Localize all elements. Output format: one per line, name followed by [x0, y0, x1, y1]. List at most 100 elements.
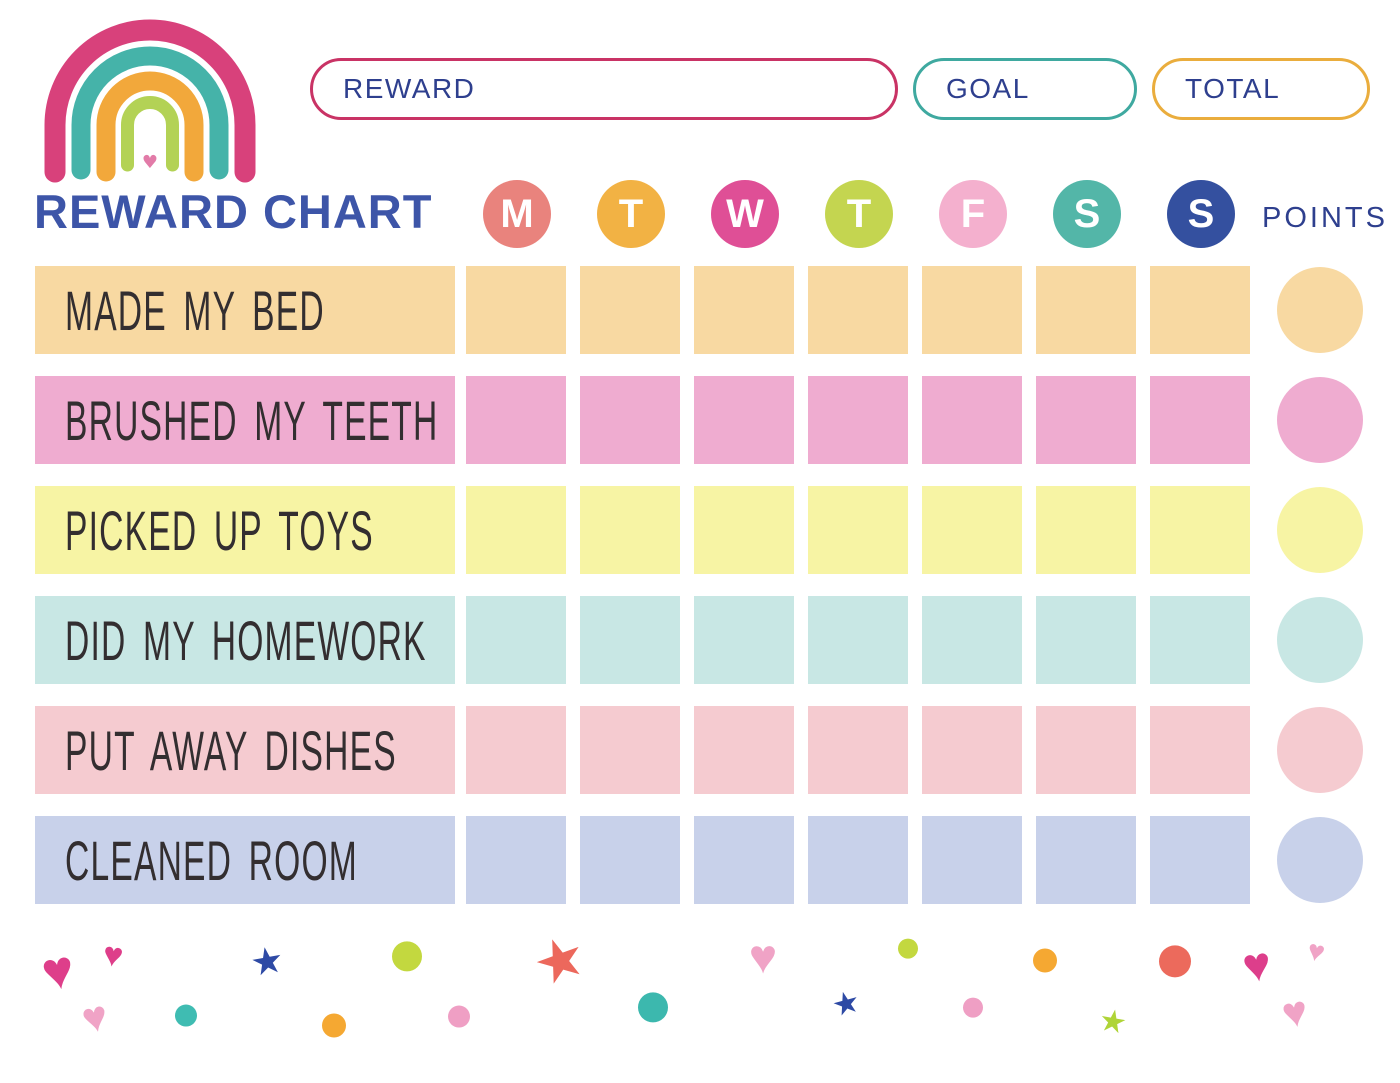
- task-row: PICKED UP TOYS: [0, 486, 1400, 574]
- points-circle[interactable]: [1277, 377, 1363, 463]
- decor-dot: [963, 997, 983, 1018]
- points-circle[interactable]: [1277, 817, 1363, 903]
- decor-dot: [1159, 945, 1191, 978]
- decor-star-icon: ★: [1096, 1001, 1130, 1042]
- decor-dot: [1033, 948, 1057, 973]
- points-circle[interactable]: [1277, 707, 1363, 793]
- day-cell[interactable]: [694, 266, 794, 354]
- points-circle[interactable]: [1277, 597, 1363, 683]
- task-label: CLEANED ROOM: [65, 828, 358, 892]
- decor-dot: [322, 1013, 346, 1038]
- task-label-band: BRUSHED MY TEETH: [35, 376, 455, 464]
- task-row: BRUSHED MY TEETH: [0, 376, 1400, 464]
- day-cell[interactable]: [694, 816, 794, 904]
- day-cell[interactable]: [922, 486, 1022, 574]
- day-cell[interactable]: [580, 486, 680, 574]
- day-cell[interactable]: [580, 266, 680, 354]
- day-cell[interactable]: [466, 816, 566, 904]
- points-column-label: POINTS: [1262, 202, 1388, 234]
- day-cell[interactable]: [466, 706, 566, 794]
- task-label-band: DID MY HOMEWORK: [35, 596, 455, 684]
- total-field[interactable]: TOTAL: [1152, 58, 1370, 120]
- day-cell[interactable]: [922, 266, 1022, 354]
- task-label-band: PICKED UP TOYS: [35, 486, 455, 574]
- day-cell[interactable]: [1036, 266, 1136, 354]
- day-circle-3: W: [711, 180, 779, 248]
- decor-dot: [448, 1005, 470, 1028]
- rainbow-logo: ♥: [44, 19, 256, 183]
- task-label-band: PUT AWAY DISHES: [35, 706, 455, 794]
- task-row: PUT AWAY DISHES: [0, 706, 1400, 794]
- day-cell[interactable]: [922, 596, 1022, 684]
- day-circle-5: F: [939, 180, 1007, 248]
- decor-star-icon: ★: [828, 982, 864, 1024]
- day-cell[interactable]: [808, 486, 908, 574]
- reward-field-label: REWARD: [343, 73, 476, 104]
- rainbow-heart-icon: ♥: [142, 152, 158, 173]
- decor-heart-icon: ♥: [1278, 986, 1312, 1039]
- task-row: MADE MY BED: [0, 266, 1400, 354]
- total-field-label: TOTAL: [1185, 73, 1281, 104]
- day-cell[interactable]: [580, 816, 680, 904]
- task-label: MADE MY BED: [65, 278, 325, 342]
- day-cell[interactable]: [808, 376, 908, 464]
- day-cell[interactable]: [1150, 596, 1250, 684]
- day-cell[interactable]: [808, 816, 908, 904]
- task-label-band: MADE MY BED: [35, 266, 455, 354]
- day-cell[interactable]: [1036, 816, 1136, 904]
- decor-heart-icon: ♥: [77, 991, 113, 1044]
- task-row: CLEANED ROOM: [0, 816, 1400, 904]
- day-cell[interactable]: [580, 706, 680, 794]
- day-cell[interactable]: [466, 266, 566, 354]
- day-cell[interactable]: [1150, 486, 1250, 574]
- decor-star-icon: ★: [524, 920, 596, 1000]
- decor-heart-icon: ♥: [1304, 934, 1328, 970]
- day-cell[interactable]: [808, 266, 908, 354]
- task-label: BRUSHED MY TEETH: [65, 388, 439, 452]
- day-cell[interactable]: [808, 706, 908, 794]
- day-cell[interactable]: [1036, 596, 1136, 684]
- day-cell[interactable]: [1036, 486, 1136, 574]
- day-cell[interactable]: [466, 596, 566, 684]
- day-cell[interactable]: [1036, 706, 1136, 794]
- decor-dot: [638, 992, 668, 1023]
- points-circle[interactable]: [1277, 267, 1363, 353]
- day-circle-6: S: [1053, 180, 1121, 248]
- decor-heart-icon: ♥: [37, 938, 79, 1004]
- decor-dot: [175, 1004, 197, 1027]
- day-cell[interactable]: [1150, 376, 1250, 464]
- day-cell[interactable]: [1036, 376, 1136, 464]
- decor-heart-icon: ♥: [100, 935, 126, 976]
- decor-heart-icon: ♥: [748, 931, 778, 985]
- task-label-band: CLEANED ROOM: [35, 816, 455, 904]
- day-cell[interactable]: [1150, 706, 1250, 794]
- points-circle[interactable]: [1277, 487, 1363, 573]
- day-circle-2: T: [597, 180, 665, 248]
- task-label: PICKED UP TOYS: [65, 498, 374, 562]
- day-cell[interactable]: [694, 376, 794, 464]
- day-cell[interactable]: [694, 706, 794, 794]
- day-cell[interactable]: [1150, 266, 1250, 354]
- day-circle-7: S: [1167, 180, 1235, 248]
- reward-field[interactable]: REWARD: [310, 58, 898, 120]
- decor-dot: [392, 941, 422, 972]
- day-circle-4: T: [825, 180, 893, 248]
- day-cell[interactable]: [580, 376, 680, 464]
- day-cell[interactable]: [922, 706, 1022, 794]
- day-cell[interactable]: [922, 816, 1022, 904]
- task-row: DID MY HOMEWORK: [0, 596, 1400, 684]
- day-cell[interactable]: [922, 376, 1022, 464]
- day-cell[interactable]: [580, 596, 680, 684]
- day-cell[interactable]: [1150, 816, 1250, 904]
- decor-heart-icon: ♥: [1239, 937, 1275, 994]
- day-cell[interactable]: [466, 486, 566, 574]
- day-cell[interactable]: [808, 596, 908, 684]
- page-title: REWARD CHART: [34, 185, 433, 238]
- day-cell[interactable]: [466, 376, 566, 464]
- day-circle-1: M: [483, 180, 551, 248]
- goal-field[interactable]: GOAL: [913, 58, 1137, 120]
- day-cell[interactable]: [694, 596, 794, 684]
- goal-field-label: GOAL: [946, 73, 1030, 104]
- day-cell[interactable]: [694, 486, 794, 574]
